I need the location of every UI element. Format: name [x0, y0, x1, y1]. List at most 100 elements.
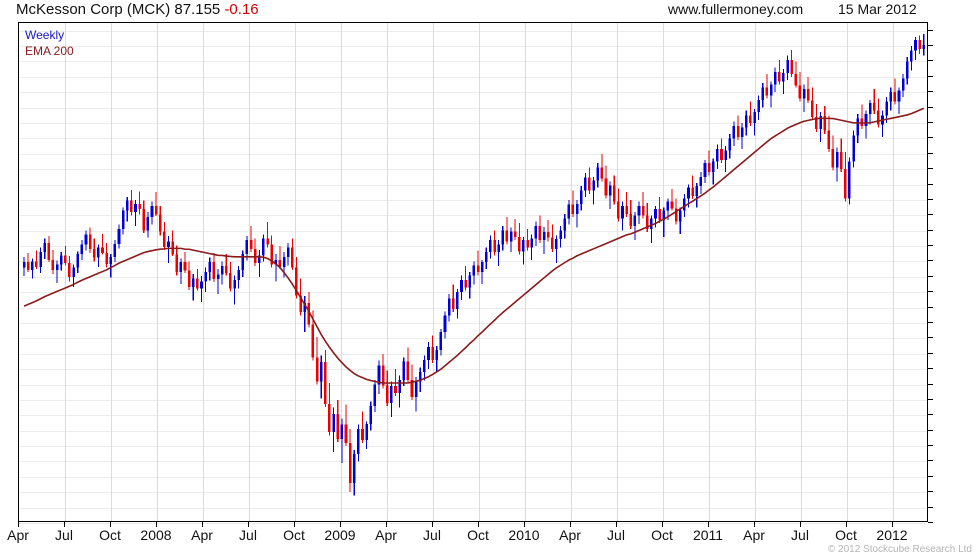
- x-axis-label: Oct: [835, 527, 857, 543]
- gridline-vertical: [249, 23, 250, 521]
- gridline-minor: [19, 385, 927, 386]
- gridline-minor: [19, 200, 927, 201]
- gridline-minor: [19, 231, 927, 232]
- y-tick-minor: [928, 322, 933, 323]
- x-tick: [248, 522, 249, 527]
- x-axis-label: Jul: [423, 527, 441, 543]
- chart-plot-area[interactable]: Weekly EMA 200: [18, 22, 928, 524]
- gridline-vertical: [65, 23, 66, 521]
- x-tick: [156, 522, 157, 527]
- y-tick-minor: [928, 291, 933, 292]
- y-tick-minor: [928, 245, 933, 246]
- y-tick-minor: [928, 276, 933, 277]
- gridline-minor: [19, 523, 927, 524]
- x-tick: [18, 522, 19, 527]
- gridline-minor: [19, 400, 927, 401]
- y-tick-minor: [928, 522, 933, 523]
- gridline-vertical: [203, 23, 204, 521]
- gridline-minor: [19, 323, 927, 324]
- x-tick: [294, 522, 295, 527]
- y-tick-minor: [928, 184, 933, 185]
- gridline-minor: [19, 431, 927, 432]
- x-axis-label: Jul: [607, 527, 625, 543]
- x-axis-label: Oct: [99, 527, 121, 543]
- gridline-minor: [19, 308, 927, 309]
- y-tick-minor: [928, 353, 933, 354]
- gridline-minor: [19, 246, 927, 247]
- gridline-vertical: [663, 23, 664, 521]
- gridline-minor: [19, 461, 927, 462]
- y-tick-minor: [928, 107, 933, 108]
- x-axis-label: 2009: [324, 527, 356, 543]
- x-axis: Apr Jul Oct 2008 Apr Jul Oct 2009 Apr Jul Oct 2010 A…: [7, 522, 980, 546]
- x-tick: [570, 522, 571, 527]
- gridline-vertical: [755, 23, 756, 521]
- gridline-minor: [19, 46, 927, 47]
- gridline-vertical: [479, 23, 480, 521]
- x-tick: [708, 522, 709, 527]
- gridline-vertical: [709, 23, 710, 521]
- ema-200-line: [23, 107, 925, 384]
- y-tick-minor: [928, 260, 933, 261]
- y-tick-minor: [928, 168, 933, 169]
- gridline-minor: [19, 354, 927, 355]
- y-tick-minor: [928, 122, 933, 123]
- x-tick: [800, 522, 801, 527]
- x-axis-label: Oct: [651, 527, 673, 543]
- last-price: 87.155: [174, 1, 221, 18]
- y-tick-minor: [928, 491, 933, 492]
- x-tick: [754, 522, 755, 527]
- x-tick: [64, 522, 65, 527]
- gridline-vertical: [111, 23, 112, 521]
- source-website: www.fullermoney.com: [668, 1, 804, 17]
- y-tick-minor: [928, 214, 933, 215]
- x-tick: [478, 522, 479, 527]
- gridline-vertical: [525, 23, 526, 521]
- y-tick-minor: [928, 414, 933, 415]
- x-axis-label: 2012: [876, 527, 908, 543]
- y-tick-minor: [928, 60, 933, 61]
- x-axis-label: Jul: [791, 527, 809, 543]
- gridline-vertical: [341, 23, 342, 521]
- legend-ema-200: EMA 200: [25, 44, 74, 58]
- x-tick: [846, 522, 847, 527]
- chart-date: 15 Mar 2012: [838, 1, 917, 17]
- y-tick-minor: [928, 460, 933, 461]
- x-axis-label: Apr: [375, 527, 397, 543]
- y-tick-minor: [928, 199, 933, 200]
- x-axis-label: Oct: [283, 527, 305, 543]
- y-tick-minor: [928, 399, 933, 400]
- x-tick: [616, 522, 617, 527]
- x-axis-label: Apr: [743, 527, 765, 543]
- gridline-minor: [19, 415, 927, 416]
- y-tick-minor: [928, 337, 933, 338]
- y-tick-minor: [928, 476, 933, 477]
- y-tick-minor: [928, 307, 933, 308]
- gridline-minor: [19, 185, 927, 186]
- x-tick: [892, 522, 893, 527]
- x-axis-label: 2008: [140, 527, 172, 543]
- x-tick: [524, 522, 525, 527]
- gridline-minor: [19, 92, 927, 93]
- instrument-name: McKesson Corp (MCK): [16, 1, 171, 18]
- instrument-title: McKesson Corp (MCK) 87.155 -0.16: [16, 1, 259, 18]
- y-tick-minor: [928, 76, 933, 77]
- x-axis-label: Apr: [191, 527, 213, 543]
- x-tick: [340, 522, 341, 527]
- gridline-minor: [19, 31, 927, 32]
- y-tick-minor: [928, 368, 933, 369]
- y-tick-minor: [928, 507, 933, 508]
- y-tick-minor: [928, 384, 933, 385]
- x-axis-label: Jul: [239, 527, 257, 543]
- gridline-minor: [19, 123, 927, 124]
- x-axis-label: Apr: [7, 527, 29, 543]
- x-axis-label: Apr: [559, 527, 581, 543]
- legend-weekly: Weekly: [25, 28, 65, 42]
- gridline-minor: [19, 508, 927, 509]
- gridline-vertical: [893, 23, 894, 521]
- gridline-minor: [19, 261, 927, 262]
- gridline-vertical: [847, 23, 848, 521]
- y-tick-minor: [928, 91, 933, 92]
- gridline-minor: [19, 61, 927, 62]
- y-tick-minor: [928, 137, 933, 138]
